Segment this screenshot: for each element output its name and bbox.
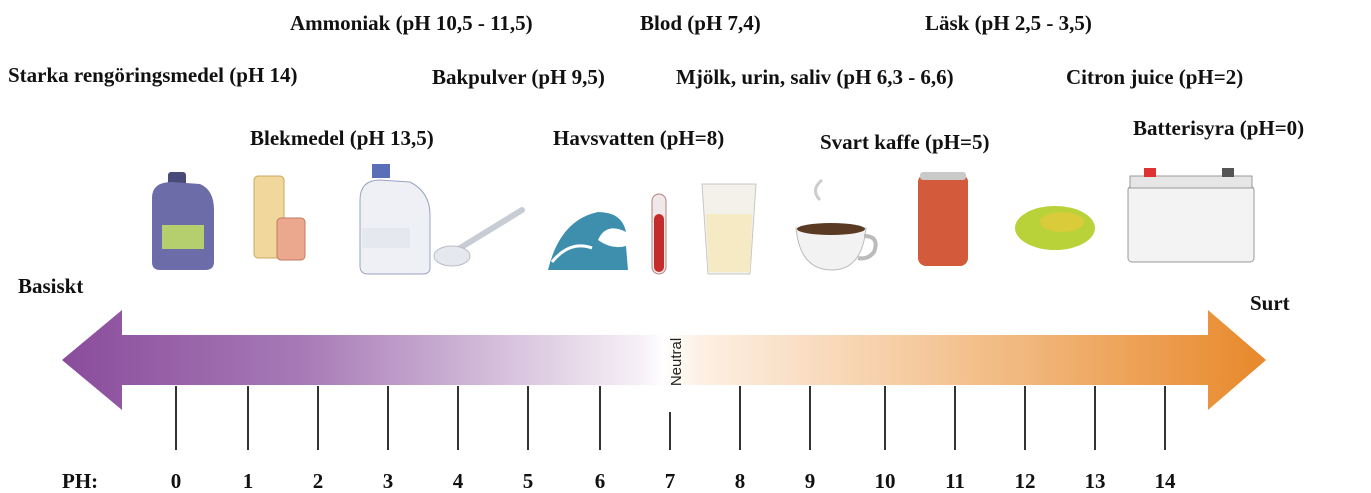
coffee-icon [796,180,876,270]
tick-label: 9 [805,469,816,493]
basic-label: Basiskt [18,274,83,298]
substance-label: Citron juice (pH=2) [1066,65,1243,89]
substance-label: Mjölk, urin, saliv (pH 6,3 - 6,6) [676,65,954,89]
tick-label: 6 [595,469,606,493]
lemon-icon [1015,206,1095,250]
tick-label: 5 [523,469,534,493]
substance-label: Ammoniak (pH 10,5 - 11,5) [290,11,533,35]
tick-label: 10 [875,469,896,493]
tick-label: 4 [453,469,464,493]
ammonia-icon [360,164,430,274]
battery-icon [1128,168,1254,262]
tick-label: 12 [1015,469,1036,493]
spoon-icon [434,210,522,266]
tick-label: 8 [735,469,746,493]
acid-label: Surt [1250,291,1290,315]
substance-label: Batterisyra (pH=0) [1133,116,1304,140]
substance-label: Blod (pH 7,4) [640,11,761,35]
tick-label: 3 [383,469,394,493]
substance-label: Läsk (pH 2,5 - 3,5) [925,11,1092,35]
substance-label: Svart kaffe (pH=5) [820,130,989,154]
tick-label: 11 [945,469,965,493]
blood-tube-icon [652,194,666,274]
ph-arrow [62,310,1266,410]
substance-label: Blekmedel (pH 13,5) [250,126,434,150]
neutral-label: Neutral [668,338,685,386]
tick-label: 7 [665,469,676,493]
tick-label: 0 [171,469,182,493]
axis-label: PH: [62,469,98,493]
soda-can-icon [918,172,968,266]
milk-glass-icon [702,184,756,274]
lye-icon [254,176,305,260]
substance-label: Havsvatten (pH=8) [553,126,724,150]
ph-scale-diagram: Ammoniak (pH 10,5 - 11,5) Blod (pH 7,4) … [0,0,1371,493]
icons [152,164,1254,274]
substance-label: Starka rengöringsmedel (pH 14) [8,63,298,87]
tick-label: 13 [1085,469,1106,493]
drain-cleaner-icon [152,172,214,270]
wave-icon [548,212,628,270]
substance-label: Bakpulver (pH 9,5) [432,65,605,89]
tick-label: 14 [1155,469,1177,493]
tick-label: 1 [243,469,254,493]
tick-label: 2 [313,469,324,493]
